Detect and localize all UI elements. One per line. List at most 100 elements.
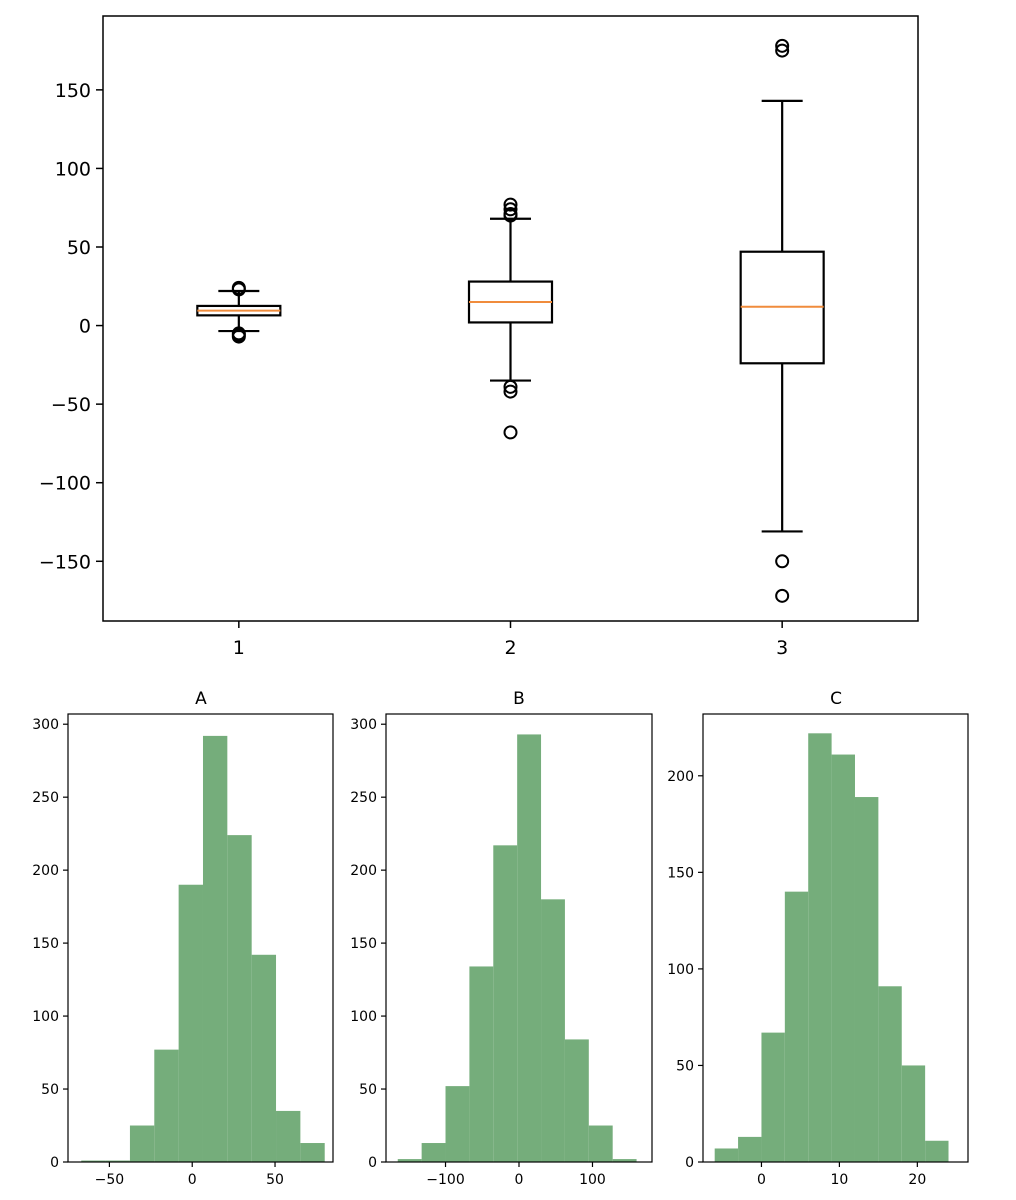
histogram-b-x-ticks: −100 0 100 <box>426 1162 606 1188</box>
y-tick-label: 300 <box>32 717 59 733</box>
histogram-a-y-ticks: 0 50 100 150 200 250 300 <box>32 717 68 1171</box>
y-tick-label: −150 <box>39 551 91 573</box>
histogram-a-bar <box>276 1110 301 1162</box>
x-tick-label: 100 <box>579 1172 606 1188</box>
x-tick-label: 0 <box>757 1172 766 1188</box>
histogram-b-bar <box>588 1125 613 1162</box>
histogram-c-bar <box>714 1148 739 1162</box>
y-tick-label: 50 <box>676 1058 694 1074</box>
box-2-flier <box>503 379 518 394</box>
histogram-c-bars <box>714 733 949 1162</box>
histogram-c-x-ticks: 0 10 20 <box>757 1162 926 1188</box>
histogram-a-bar <box>105 1160 130 1162</box>
y-tick-label: 100 <box>350 1009 377 1025</box>
y-tick-label: 150 <box>55 80 91 102</box>
histogram-b-bar <box>564 1039 589 1162</box>
y-tick-label: 50 <box>41 1082 59 1098</box>
histogram-c-bar <box>925 1140 949 1162</box>
histogram-b-bar <box>397 1159 422 1162</box>
histogram-c-bar <box>761 1032 785 1162</box>
box-1-flier <box>231 282 246 297</box>
y-tick-label: 0 <box>685 1155 694 1171</box>
x-tick-label: 3 <box>776 637 788 659</box>
histogram-a-bar <box>129 1125 155 1162</box>
histogram-c-title: C <box>830 689 842 709</box>
y-tick-label: 200 <box>32 863 59 879</box>
box-2-flier <box>503 202 518 217</box>
histogram-c-bar <box>878 986 902 1162</box>
y-tick-label: −100 <box>39 473 91 495</box>
y-tick-label: 100 <box>32 1009 59 1025</box>
y-tick-label: 250 <box>350 790 377 806</box>
y-tick-label: 0 <box>368 1155 377 1171</box>
histogram-c-axes-frame <box>702 713 969 1163</box>
histogram-a-bar <box>178 884 203 1162</box>
histogram-b-bars <box>397 734 637 1162</box>
x-tick-label: 0 <box>515 1172 524 1188</box>
y-tick-label: 50 <box>67 237 91 259</box>
histogram-a-bar <box>81 1160 106 1162</box>
histogram-a-bar <box>300 1143 325 1162</box>
y-tick-label: 0 <box>79 316 91 338</box>
y-tick-label: 200 <box>667 769 694 785</box>
histogram-a-panel: A 0 50 100 150 200 250 300 −50 0 50 <box>32 689 334 1188</box>
x-tick-label: 50 <box>266 1172 284 1188</box>
histogram-a-bar <box>227 835 252 1162</box>
box-2-flier <box>503 384 518 399</box>
x-tick-label: 0 <box>188 1172 197 1188</box>
y-tick-label: 100 <box>667 962 694 978</box>
histogram-c-bar <box>738 1136 762 1162</box>
histogram-c-panel: C 0 50 100 150 200 0 10 20 <box>667 689 969 1188</box>
histogram-a-bar <box>154 1049 179 1162</box>
y-tick-label: 250 <box>32 790 59 806</box>
y-tick-label: 150 <box>350 936 377 952</box>
boxplot-x-ticks: 1 2 3 <box>233 621 788 659</box>
histogram-b-bar <box>421 1143 446 1162</box>
histogram-b-bar <box>469 966 494 1162</box>
boxplot-marks <box>196 38 825 603</box>
box-2-flier <box>503 208 518 223</box>
histogram-a-axes-frame <box>67 713 334 1163</box>
histogram-a-bars <box>81 735 325 1162</box>
y-tick-label: −50 <box>51 394 91 416</box>
histogram-b-bar <box>612 1159 637 1162</box>
x-tick-label: 2 <box>504 637 516 659</box>
histogram-c-bar <box>854 797 879 1162</box>
y-tick-label: 0 <box>50 1155 59 1171</box>
histogram-c-bar <box>831 754 855 1162</box>
boxplot-y-ticks: −150 −100 −50 0 50 100 150 <box>39 80 103 573</box>
box-1-flier <box>231 329 246 344</box>
histogram-c-bar <box>901 1065 926 1162</box>
histogram-a-bar <box>202 735 228 1162</box>
x-tick-label: 10 <box>830 1172 848 1188</box>
box-3-flier <box>775 554 790 569</box>
box-3-flier <box>775 588 790 603</box>
box-3-flier <box>775 43 790 58</box>
box-2-flier <box>503 425 518 440</box>
y-tick-label: 300 <box>350 717 377 733</box>
y-tick-label: 150 <box>32 936 59 952</box>
y-tick-label: 150 <box>667 865 694 881</box>
histogram-b-title: B <box>513 689 525 709</box>
histogram-a-title: A <box>195 689 207 709</box>
histogram-c-bar <box>808 733 832 1162</box>
histogram-b-bar <box>445 1086 470 1162</box>
histogram-c-bar <box>784 891 809 1162</box>
x-tick-label: −50 <box>95 1172 125 1188</box>
histogram-b-bar <box>541 899 565 1162</box>
x-tick-label: −100 <box>426 1172 464 1188</box>
y-tick-label: 200 <box>350 863 377 879</box>
x-tick-label: 20 <box>908 1172 926 1188</box>
histogram-c-y-ticks: 0 50 100 150 200 <box>667 769 703 1171</box>
y-tick-label: 50 <box>359 1082 377 1098</box>
histogram-b-y-ticks: 0 50 100 150 200 250 300 <box>350 717 386 1171</box>
histogram-b-panel: B 0 50 100 150 200 250 300 −100 0 100 <box>350 689 653 1188</box>
histogram-a-bar <box>251 954 277 1162</box>
x-tick-label: 1 <box>233 637 245 659</box>
histogram-a-x-ticks: −50 0 50 <box>95 1162 284 1188</box>
boxplot-panel: −150 −100 −50 0 50 100 150 1 2 3 <box>39 15 919 659</box>
y-tick-label: 100 <box>55 158 91 180</box>
histogram-b-bar <box>493 845 518 1162</box>
box-3-flier <box>775 38 790 53</box>
